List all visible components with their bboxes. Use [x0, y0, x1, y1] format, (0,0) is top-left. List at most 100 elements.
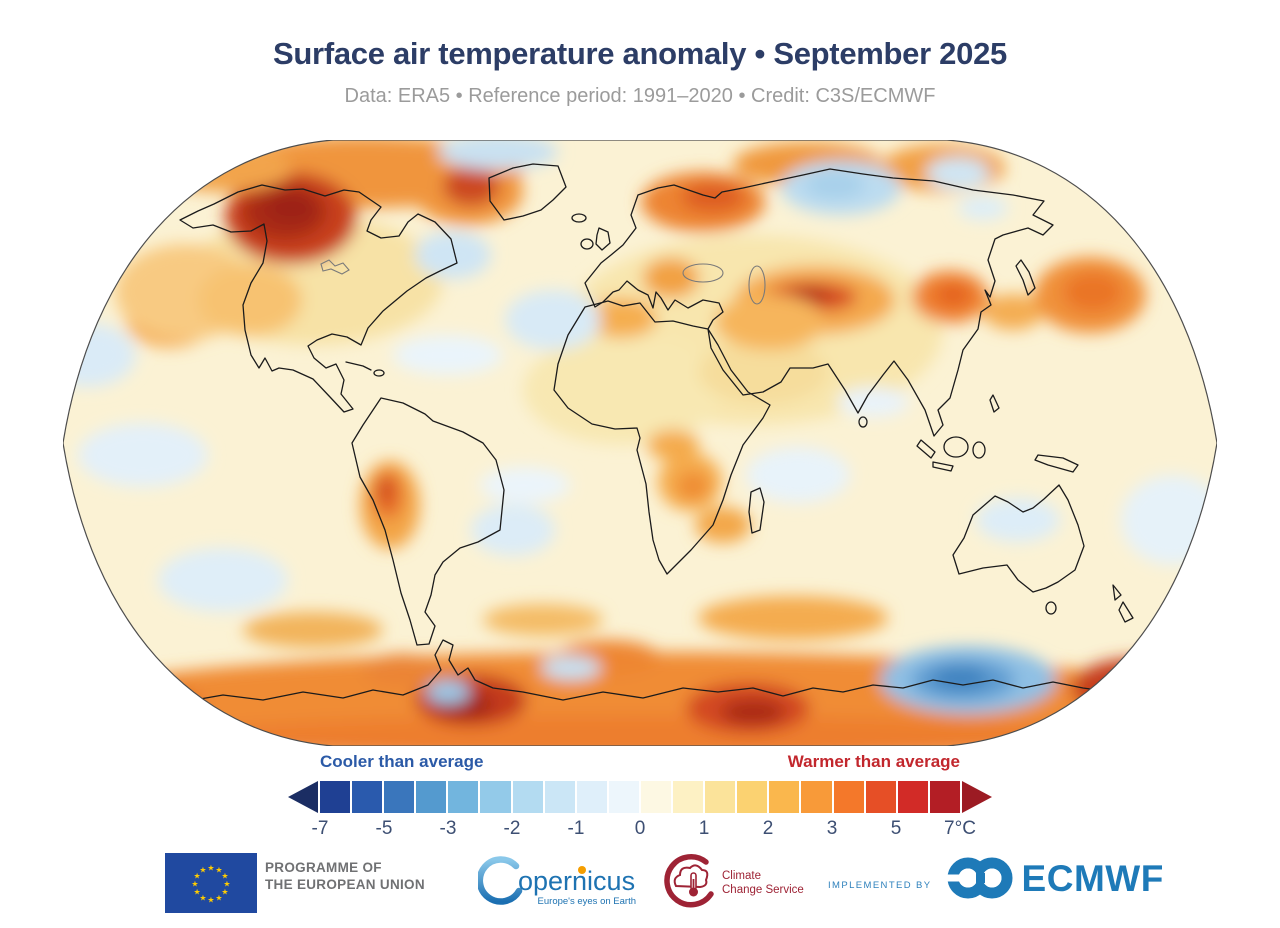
copernicus-logo: opernicus Europe's eyes on Earth [478, 856, 636, 907]
svg-text:★: ★ [191, 880, 198, 889]
copernicus-satellite-dot [578, 866, 586, 874]
colorbar-ticks: -7 -5 -3 -2 -1 0 1 2 3 5 7°C [312, 818, 976, 842]
coast-south-america [351, 397, 505, 646]
colorbar-segment [897, 781, 928, 813]
coast-north-america [179, 184, 458, 413]
colorbar-tick-label: 7°C [944, 818, 976, 839]
inland-water-outlines [320, 259, 766, 305]
colorbar-segment [416, 781, 447, 813]
colorbar-segments [320, 781, 960, 813]
coast-antarctica [102, 639, 1169, 706]
page-subtitle: Data: ERA5 • Reference period: 1991–2020… [344, 85, 936, 107]
colorbar-right-arrow [962, 781, 992, 813]
coast-uk [595, 227, 611, 251]
colorbar-segment [865, 781, 896, 813]
ecmwf-wordmark: ECMWF [1021, 858, 1164, 899]
coast-sulawesi [972, 441, 986, 459]
coast-borneo [943, 436, 969, 458]
svg-text:★: ★ [199, 893, 206, 902]
colorbar-segment [544, 781, 575, 813]
coast-eurasia [584, 168, 1054, 437]
legend-cooler-label: Cooler than average [320, 752, 484, 771]
svg-text:★: ★ [221, 872, 228, 881]
colorbar-tick-label: -5 [375, 818, 393, 839]
coast-africa [553, 300, 771, 575]
copernicus-wordmark: opernicus [518, 866, 635, 896]
c3s-circle-swoosh [664, 853, 714, 908]
colorbar-segment [769, 781, 800, 813]
world-map [62, 139, 1218, 747]
implemented-by-label: IMPLEMENTED BY [828, 879, 932, 891]
colorbar-segment [384, 781, 415, 813]
svg-text:★: ★ [207, 864, 214, 873]
coast-madagascar [748, 487, 765, 534]
coast-ireland [580, 238, 594, 250]
colorbar-tick-label: -2 [503, 818, 521, 839]
great-lakes [320, 259, 350, 275]
colorbar-tick-label: 5 [890, 818, 902, 839]
c3s-text-line2: Change Service [722, 884, 804, 896]
colorbar-tick-label: -1 [567, 818, 585, 839]
eu-flag-stars: ★ ★★ ★★★ ★★★ ★★★ [191, 864, 230, 905]
coast-cuba [345, 361, 372, 371]
svg-text:★: ★ [215, 893, 222, 902]
colorbar-segment [705, 781, 736, 813]
copernicus-c-arc [478, 856, 523, 905]
svg-text:★: ★ [199, 866, 206, 875]
svg-text:★: ★ [215, 866, 222, 875]
svg-text:★: ★ [194, 872, 201, 881]
c3s-thermometer-bulb [689, 887, 698, 897]
copernicus-tagline: Europe's eyes on Earth [538, 896, 636, 907]
footer-logos: ★ ★ ★ ★ ★ ★ ★ ★ ★ ★ ★ ★ PROGRAMME OF THE EUROPEA… [0, 845, 1280, 920]
c3s-logo: Climate Change Service [664, 853, 804, 908]
coast-new-zealand [1112, 584, 1134, 623]
svg-text:★: ★ [221, 888, 228, 897]
colorbar-segment [833, 781, 864, 813]
svg-text:★: ★ [194, 888, 201, 897]
colorbar-segment [448, 781, 479, 813]
black-sea [682, 263, 724, 283]
colorbar-segment [737, 781, 768, 813]
world-map-svg [62, 139, 1218, 747]
ecmwf-block: IMPLEMENTED BY ECMWF [828, 853, 1164, 903]
coast-tasmania [1045, 601, 1057, 615]
caspian-sea [748, 265, 766, 305]
colorbar-segment [801, 781, 832, 813]
eu-programme-line2: THE EUROPEAN UNION [265, 877, 425, 892]
coastlines [102, 163, 1169, 706]
colorbar-segment [576, 781, 607, 813]
coast-new-guinea [1034, 454, 1079, 473]
colorbar-left-arrow [288, 781, 318, 813]
colorbar-segment [673, 781, 704, 813]
coast-java [932, 461, 954, 472]
colorbar-segment [608, 781, 639, 813]
eu-programme-text: PROGRAMME OF THE EUROPEAN UNION [265, 859, 425, 893]
colorbar-segment [320, 781, 351, 813]
colorbar-segment [480, 781, 511, 813]
coast-iceland [571, 213, 587, 223]
coast-sumatra [916, 439, 936, 459]
colorbar-segment [929, 781, 960, 813]
eu-programme-line1: PROGRAMME OF [265, 860, 382, 875]
colorbar-segment [352, 781, 383, 813]
ecmwf-mark-icon [945, 857, 1013, 899]
page-title: Surface air temperature anomaly • Septem… [273, 36, 1007, 71]
colorbar-tick-label: 3 [826, 818, 838, 839]
coast-philippines [989, 394, 1000, 413]
eu-flag-logo: ★ ★★ ★★★ ★★★ ★★★ [165, 853, 257, 913]
colorbar-tick-label: 2 [762, 818, 774, 839]
svg-text:★: ★ [223, 880, 230, 889]
coast-greenland [488, 163, 567, 221]
legend-warmer-label: Warmer than average [787, 752, 960, 771]
coast-australia [952, 484, 1085, 593]
colorbar-tick-label: 1 [698, 818, 710, 839]
coast-japan [1015, 259, 1036, 296]
c3s-text-line1: Climate [722, 870, 761, 882]
colorbar-tick-label: 0 [634, 818, 646, 839]
colorbar-segment [512, 781, 543, 813]
svg-text:★: ★ [207, 896, 214, 905]
coast-hispaniola [373, 369, 385, 377]
color-scale-legend: Cooler than average Warmer than average … [0, 750, 1280, 850]
colorbar-tick-label: -3 [439, 818, 457, 839]
